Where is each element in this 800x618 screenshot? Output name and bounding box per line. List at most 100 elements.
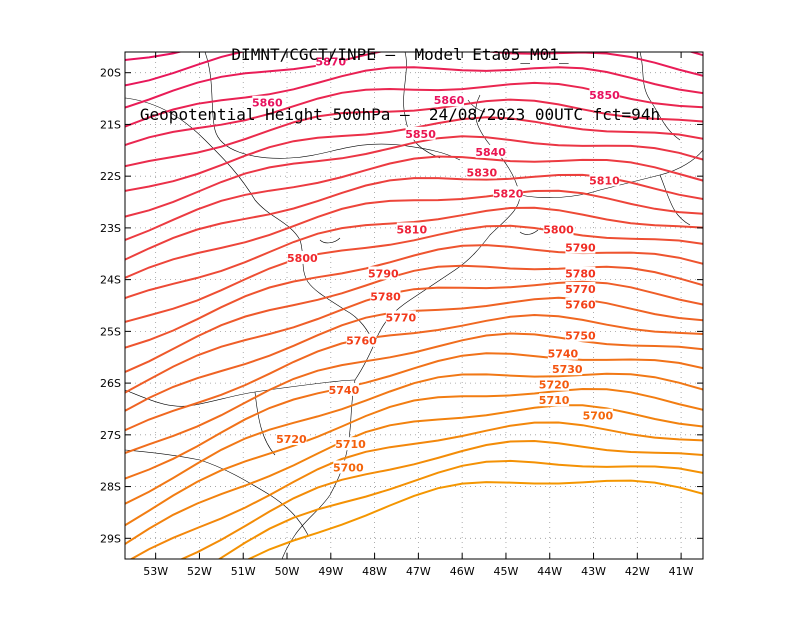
contour-label: 5780	[565, 267, 596, 280]
lon-tick-label: 51W	[231, 565, 256, 578]
contour-label-bg	[589, 87, 620, 101]
contour-label-bg	[539, 393, 570, 407]
contour-label: 5730	[552, 363, 583, 376]
title-line-1: DIMNT/CGCT/INPE – Model Eta05_M01_	[231, 45, 569, 64]
contour-label: 5780	[370, 291, 401, 304]
lon-tick-label: 48W	[362, 565, 387, 578]
title-line-2: Geopotential Height 500hPa – 24/08/2023 …	[139, 105, 661, 124]
contour-label-bg	[552, 362, 583, 376]
contour-line	[125, 52, 703, 87]
contour-labels: 5870 5860 5860 5850 5850 5840 5830 5820 5810 5810…	[252, 54, 620, 474]
contour-line	[125, 387, 703, 527]
contour-label: 5720	[539, 379, 570, 392]
contour-label: 5750	[565, 330, 596, 343]
contour-label: 5800	[287, 252, 318, 265]
contour-label-bg	[547, 346, 578, 360]
contour-label-bg	[368, 266, 399, 280]
map-frame	[124, 51, 704, 560]
lat-tick-label: 23S	[100, 222, 121, 235]
contour-line	[129, 421, 703, 559]
contour-label: 5830	[467, 167, 498, 180]
contour-label-bg	[328, 382, 359, 396]
contour-line	[246, 479, 703, 559]
contour-label-bg	[335, 437, 366, 451]
contour-label-bg	[287, 250, 318, 264]
contour-label-bg	[346, 333, 377, 347]
lon-tick-label: 42W	[625, 565, 650, 578]
lon-tick-label: 43W	[581, 565, 606, 578]
lon-tick-label: 49W	[318, 565, 343, 578]
contour-label-bg	[252, 95, 283, 109]
contour-label: 5740	[329, 384, 360, 397]
contour-label: 5790	[368, 267, 399, 280]
contour-label: 5700	[333, 461, 364, 474]
lat-tick-label: 22S	[100, 170, 121, 183]
contour-label: 5820	[493, 187, 524, 200]
contour-label: 5860	[252, 97, 283, 110]
contour-line	[125, 264, 703, 373]
contour-label-bg	[370, 289, 401, 303]
contour-line	[125, 332, 703, 454]
contour-label: 5860	[434, 94, 465, 107]
lon-tick-label: 41W	[669, 565, 694, 578]
contour-label-bg	[396, 222, 427, 236]
contour-line	[125, 66, 703, 128]
contour-label: 5870	[315, 55, 346, 68]
lat-tick-label: 24S	[100, 274, 121, 287]
contour-label-bg	[565, 281, 596, 295]
lon-tick-label: 53W	[143, 565, 168, 578]
contour-label-bg	[333, 460, 364, 474]
longitude-axis: 53W 52W 51W 50W 49W 48W 47W 46W 45W 44W 43W 42W 41W	[143, 52, 694, 578]
lat-tick-label: 20S	[100, 67, 121, 80]
contour-label: 5850	[405, 128, 436, 141]
lon-tick-label: 52W	[187, 565, 212, 578]
contour-label: 5710	[335, 438, 366, 451]
contour-line	[125, 52, 703, 109]
contour-label: 5810	[589, 174, 620, 187]
contour-line	[125, 404, 703, 545]
contour-label-bg	[565, 297, 596, 311]
contour-label-bg	[466, 165, 497, 179]
contour-label-bg	[589, 173, 620, 187]
contour-label-bg	[315, 54, 346, 68]
contour-label: 5810	[396, 223, 427, 236]
contour-label-bg	[434, 93, 465, 107]
chart-title: DIMNT/CGCT/INPE – Model Eta05_M01_ Geopo…	[0, 5, 800, 145]
lon-tick-label: 50W	[275, 565, 300, 578]
contour-line	[125, 224, 703, 323]
contour-line	[179, 439, 703, 559]
contour-label: 5790	[565, 242, 596, 255]
height-contours	[125, 52, 703, 559]
contour-label: 5770	[386, 311, 417, 324]
contour-label-bg	[539, 377, 570, 391]
contour-label-bg	[582, 408, 613, 422]
lon-tick-label: 46W	[450, 565, 475, 578]
contour-line	[125, 352, 703, 480]
contour-line	[125, 280, 703, 394]
lat-tick-label: 25S	[100, 325, 121, 338]
contour-label: 5760	[565, 299, 596, 312]
contour-label-bg	[405, 126, 436, 140]
lon-tick-label: 47W	[406, 565, 431, 578]
lon-tick-label: 44W	[537, 565, 562, 578]
contour-label-bg	[493, 186, 524, 200]
contour-line	[217, 459, 703, 559]
contour-label-bg	[565, 328, 596, 342]
contour-label: 5850	[589, 89, 620, 102]
contour-label-bg	[565, 240, 596, 254]
lat-tick-label: 26S	[100, 377, 121, 390]
contour-label: 5710	[539, 394, 570, 407]
lat-tick-label: 29S	[100, 532, 121, 545]
contour-label: 5720	[276, 433, 307, 446]
contour-line	[125, 313, 703, 432]
contour-line	[125, 135, 703, 218]
contour-line	[125, 189, 703, 279]
lat-tick-label: 28S	[100, 481, 121, 494]
contour-line	[125, 155, 703, 241]
contour-label-bg	[385, 310, 416, 324]
latitude-axis: 20S 21S 22S 23S 24S 25S 26S 27S 28S 29S	[100, 67, 703, 545]
lat-tick-label: 27S	[100, 429, 121, 442]
contour-label-bg	[543, 222, 574, 236]
contour-label-bg	[565, 266, 596, 280]
